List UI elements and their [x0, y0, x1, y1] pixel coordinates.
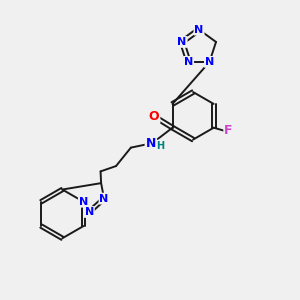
Text: N: N	[184, 57, 193, 67]
Text: N: N	[79, 197, 88, 207]
Text: N: N	[178, 37, 187, 47]
Text: H: H	[157, 140, 165, 151]
Text: N: N	[205, 57, 214, 67]
Text: N: N	[146, 137, 156, 150]
Text: N: N	[194, 25, 204, 34]
Text: O: O	[149, 110, 159, 123]
Text: N: N	[100, 194, 109, 204]
Text: F: F	[224, 124, 233, 137]
Text: N: N	[85, 207, 94, 217]
